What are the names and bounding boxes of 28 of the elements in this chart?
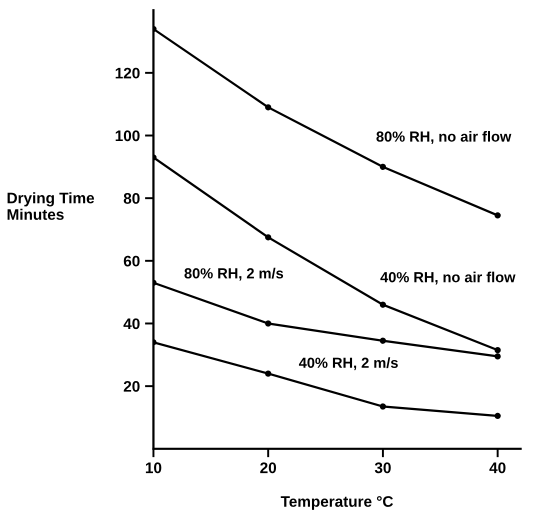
point (494, 212, 501, 219)
x-tick-label: 30 (374, 462, 391, 474)
point (380, 403, 386, 410)
point (494, 412, 501, 420)
point (265, 234, 272, 240)
point (380, 164, 386, 170)
point (494, 353, 501, 360)
series-label: 40% RH, 2 m/s (298, 357, 398, 370)
point (380, 338, 386, 344)
y-tick-label: 100 (116, 130, 140, 142)
y-tick-label: 80 (124, 193, 140, 204)
x-tick-label: 20 (260, 462, 276, 474)
point (265, 104, 272, 110)
series-label: 80% RH, 2 m/s (184, 268, 284, 281)
y-tick-label: 20 (124, 381, 140, 392)
point (265, 320, 272, 327)
y-tick-label: 60 (124, 256, 140, 267)
series-label: 80% RH, no air flow (376, 131, 512, 144)
x-axis-title: Temperature °C (280, 496, 394, 510)
y-tick-label: 120 (116, 68, 140, 79)
point (494, 346, 501, 354)
x-tick-label: 40 (489, 462, 506, 474)
x-tick-label: 10 (146, 462, 162, 474)
point (380, 302, 386, 308)
point (265, 370, 272, 377)
y-axis-title: Drying Time Minutes (8, 192, 94, 220)
y-tick-label: 40 (123, 318, 140, 330)
series-label: 40% RH, no air flow (380, 272, 516, 284)
